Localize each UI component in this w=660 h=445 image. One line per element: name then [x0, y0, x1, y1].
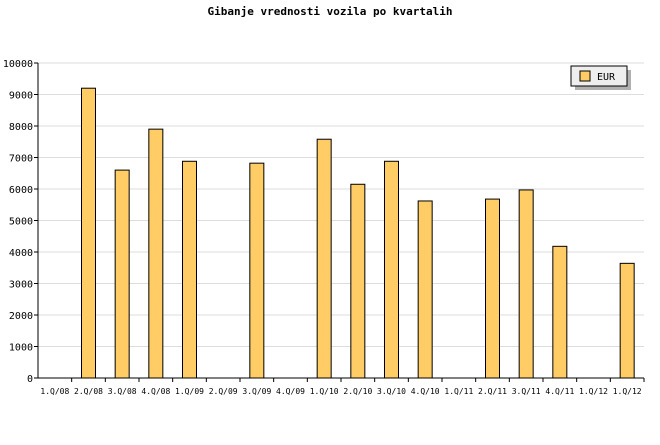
x-tick-label: 1.Q/08	[40, 387, 69, 396]
bar	[384, 160, 399, 379]
y-tick-label: 0	[27, 374, 33, 385]
x-tick-label: 4.Q/11	[545, 387, 574, 396]
y-tick-label: 7000	[9, 154, 33, 165]
x-tick-label: 1.Q/12	[579, 387, 608, 396]
legend: EUR	[570, 65, 631, 90]
x-tick-label: 3.Q/09	[242, 387, 271, 396]
chart-title: Gibanje vrednosti vozila po kvartalih	[207, 5, 452, 18]
bar	[249, 162, 265, 379]
x-tick-label: 3.Q/10	[377, 387, 406, 396]
x-tick-label: 4.Q/09	[276, 387, 305, 396]
y-tick-label: 9000	[9, 91, 33, 102]
bar	[114, 169, 130, 379]
bar	[417, 200, 433, 379]
x-tick-label: 3.Q/08	[108, 387, 137, 396]
x-tick-label: 2.Q/08	[74, 387, 103, 396]
y-tick-label: 6000	[9, 185, 33, 196]
x-tick-label: 2.Q/10	[343, 387, 372, 396]
legend-label: EUR	[597, 72, 616, 83]
bar	[619, 262, 635, 379]
legend-swatch	[579, 70, 591, 82]
x-tick-label: 1.Q/09	[175, 387, 204, 396]
bar	[518, 189, 534, 379]
x-tick-label: 1.Q/10	[310, 387, 339, 396]
x-tick-label: 1.Q/11	[444, 387, 473, 396]
bar	[316, 138, 332, 379]
x-tick-label: 4.Q/10	[411, 387, 440, 396]
y-tick-label: 8000	[9, 122, 33, 133]
bar	[350, 183, 366, 379]
bar	[182, 160, 197, 379]
y-tick-label: 10000	[3, 59, 33, 70]
x-tick-label: 1.Q/12	[613, 387, 642, 396]
y-tick-label: 5000	[9, 217, 33, 228]
x-tick-label: 2.Q/11	[478, 387, 507, 396]
x-tick-label: 3.Q/11	[512, 387, 541, 396]
y-tick-label: 1000	[9, 343, 33, 354]
bar	[81, 87, 96, 379]
y-tick-label: 2000	[9, 311, 33, 322]
bar	[148, 128, 164, 379]
y-tick-label: 4000	[9, 248, 33, 259]
bar	[552, 245, 568, 379]
x-tick-label: 2.Q/09	[209, 387, 238, 396]
x-tick-label: 4.Q/08	[141, 387, 170, 396]
bar	[485, 198, 500, 379]
y-tick-label: 3000	[9, 280, 33, 291]
